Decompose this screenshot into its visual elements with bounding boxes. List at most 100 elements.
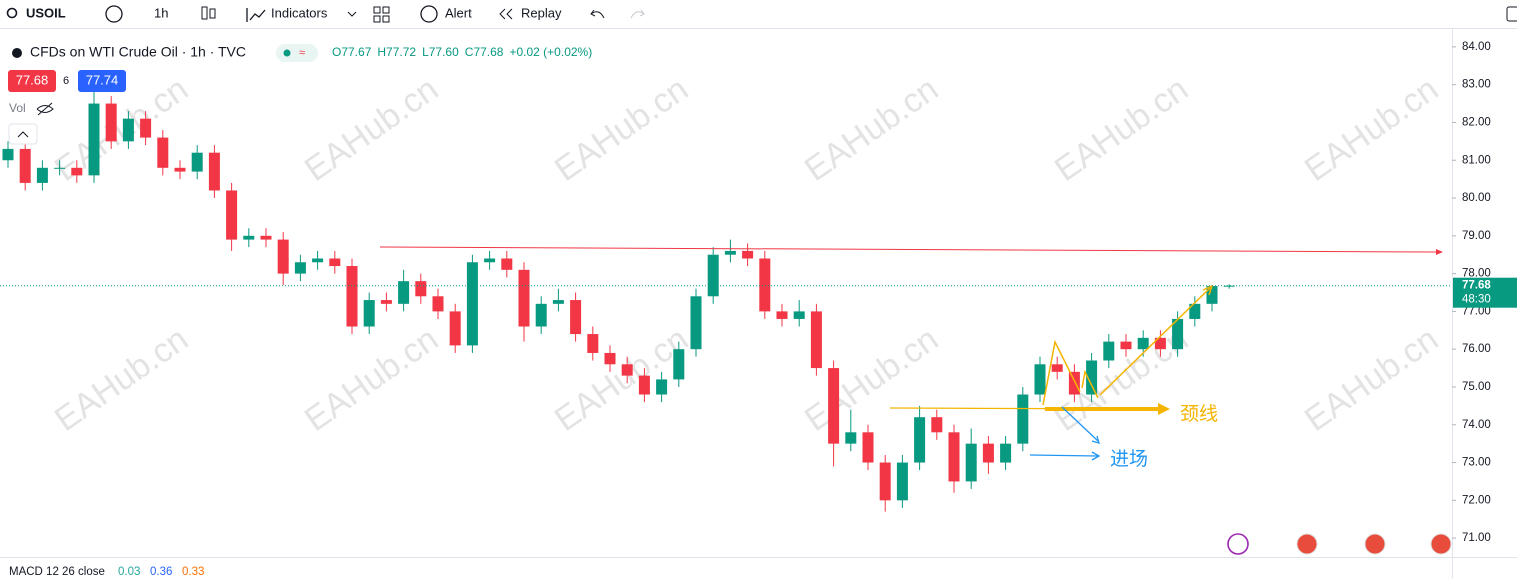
chart-type[interactable] bbox=[201, 6, 208, 20]
candle-body bbox=[260, 235, 272, 240]
y-tick-label: 72.00 bbox=[1462, 494, 1491, 506]
candle-body bbox=[810, 311, 822, 369]
candle-body bbox=[982, 443, 994, 463]
candle-body bbox=[587, 334, 599, 353]
arrow-head bbox=[1091, 451, 1101, 461]
y-tick-label: 80.00 bbox=[1462, 192, 1491, 204]
y-tick-label: 81.00 bbox=[1462, 154, 1491, 166]
candle-body bbox=[570, 300, 582, 335]
hide-icon[interactable] bbox=[36, 102, 54, 116]
alert-icon bbox=[420, 5, 438, 23]
event-flag[interactable] bbox=[1364, 533, 1386, 555]
candle-body bbox=[157, 137, 169, 168]
indicators[interactable]: Indicators bbox=[271, 5, 328, 20]
spread: 6 bbox=[63, 75, 69, 87]
candle-body bbox=[621, 364, 633, 376]
candle-body bbox=[191, 152, 203, 172]
sell-button[interactable] bbox=[8, 70, 56, 92]
y-tick-label: 73.00 bbox=[1462, 457, 1491, 469]
layouts[interactable] bbox=[373, 6, 390, 23]
add-symbol[interactable] bbox=[105, 5, 123, 23]
ohlc-value: C77.68 bbox=[465, 45, 504, 59]
status-pill[interactable] bbox=[276, 44, 318, 62]
candle-body bbox=[19, 148, 31, 183]
candle-body bbox=[656, 379, 668, 395]
entry-line bbox=[1029, 454, 1099, 457]
candle-body bbox=[398, 281, 410, 304]
candle-body bbox=[501, 258, 513, 270]
y-tick-label: 71.00 bbox=[1462, 532, 1491, 544]
ohlc-value: H77.72 bbox=[377, 45, 416, 59]
candle-body bbox=[638, 375, 650, 395]
candle-body bbox=[931, 417, 943, 433]
candle-body bbox=[862, 432, 874, 463]
ask[interactable]: 77.74 bbox=[86, 72, 119, 87]
candle-body bbox=[88, 103, 100, 176]
candle-body bbox=[380, 300, 392, 304]
collapse-icon bbox=[17, 131, 29, 138]
candle-body bbox=[1051, 364, 1063, 372]
signal-line: 0.33 bbox=[182, 566, 204, 578]
watermark: EAHub.cn bbox=[798, 70, 945, 189]
candle-body bbox=[449, 311, 461, 346]
candle-body bbox=[742, 250, 754, 259]
bid[interactable]: 77.68 bbox=[16, 72, 49, 87]
countdown: 48:30 bbox=[1462, 294, 1491, 306]
candle-body bbox=[54, 167, 66, 169]
indicators-icon bbox=[246, 8, 266, 22]
market-open bbox=[283, 49, 291, 57]
watermark: EAHub.cn bbox=[1298, 70, 1445, 189]
candle-body bbox=[208, 152, 220, 191]
candle-body bbox=[1223, 285, 1235, 287]
redo[interactable] bbox=[630, 9, 645, 19]
candle-body bbox=[243, 235, 255, 240]
arrow-head bbox=[1436, 249, 1443, 255]
last-price: 77.68 bbox=[1462, 280, 1491, 292]
y-tick-label: 74.00 bbox=[1462, 419, 1491, 431]
candle-body bbox=[294, 262, 306, 274]
symbol[interactable]: USOIL bbox=[26, 5, 66, 20]
entry-arrow bbox=[1061, 406, 1099, 442]
candle-body bbox=[1000, 443, 1012, 463]
y-tick-label: 79.00 bbox=[1462, 230, 1491, 242]
candle-body bbox=[690, 296, 702, 350]
macd-title: MACD 12 26 close bbox=[9, 566, 105, 578]
candle-body bbox=[140, 118, 152, 138]
entry-label: 进场 bbox=[1110, 448, 1148, 470]
ohlc-value: L77.60 bbox=[422, 45, 459, 59]
y-tick-label: 77.00 bbox=[1462, 305, 1491, 317]
event-icon[interactable] bbox=[1227, 533, 1249, 555]
collapse-button[interactable] bbox=[8, 123, 38, 145]
candle-body bbox=[793, 311, 805, 319]
replay[interactable]: Replay bbox=[521, 5, 562, 20]
y-tick-label: 75.00 bbox=[1462, 381, 1491, 393]
candle-body bbox=[105, 103, 117, 142]
candle-body bbox=[1137, 337, 1149, 350]
ohlc-value: O77.67 bbox=[332, 45, 372, 59]
neckline-label: 颈线 bbox=[1180, 403, 1218, 425]
candle-body bbox=[1103, 341, 1115, 361]
watermark: EAHub.cn bbox=[1298, 320, 1445, 439]
candle-body bbox=[484, 258, 496, 263]
undo[interactable] bbox=[590, 9, 605, 19]
status-icon: ≈ bbox=[299, 47, 305, 59]
event-flag[interactable] bbox=[1296, 533, 1318, 555]
search-icon[interactable] bbox=[6, 7, 18, 19]
fullscreen[interactable] bbox=[1506, 6, 1517, 22]
candle-body bbox=[1017, 394, 1029, 444]
macd-hist: 0.03 bbox=[118, 566, 140, 578]
interval[interactable]: 1h bbox=[154, 5, 168, 20]
candle-body bbox=[518, 269, 530, 327]
event-flag[interactable] bbox=[1430, 533, 1452, 555]
symbol-logo bbox=[12, 48, 22, 58]
legend-title[interactable]: CFDs on WTI Crude Oil · 1h · TVC bbox=[30, 44, 246, 60]
alert[interactable]: Alert bbox=[445, 5, 472, 20]
buy-button[interactable] bbox=[78, 70, 126, 92]
candles bbox=[2, 84, 1235, 512]
candle-body bbox=[896, 462, 908, 501]
candle-body bbox=[948, 432, 960, 482]
dropdown[interactable] bbox=[347, 11, 357, 17]
chart-type-2 bbox=[209, 8, 216, 19]
candle-body bbox=[879, 462, 891, 501]
